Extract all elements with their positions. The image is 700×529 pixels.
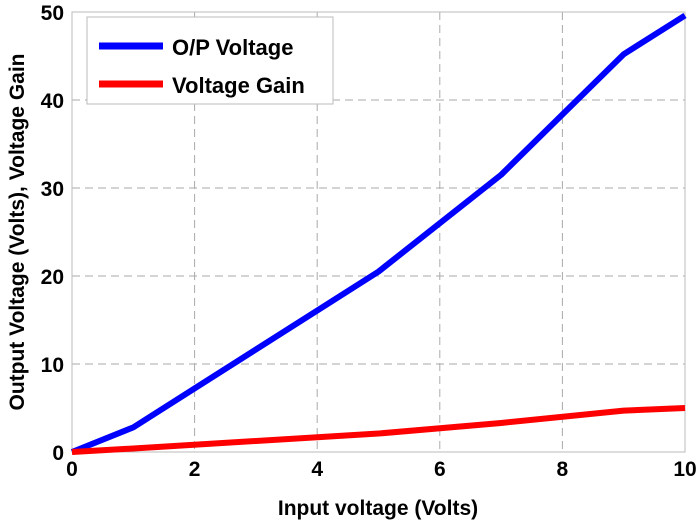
x-tick-label: 6 <box>434 458 446 481</box>
y-tick-label: 40 <box>41 90 64 113</box>
x-tick-label: 0 <box>66 458 78 481</box>
x-tick-label: 4 <box>311 458 323 481</box>
legend: O/P Voltage Voltage Gain <box>86 16 334 105</box>
x-tick-label: 2 <box>189 458 201 481</box>
x-tick-label: 8 <box>557 458 569 481</box>
legend-label-op-voltage: O/P Voltage <box>172 35 293 60</box>
legend-box <box>86 16 334 105</box>
y-axis-label: Output Voltage (Volts), Voltage Gain <box>6 54 29 411</box>
x-tick-label: 10 <box>673 458 696 481</box>
y-tick-label: 30 <box>41 178 64 201</box>
x-axis-label: Input voltage (Volts) <box>278 497 478 520</box>
y-tick-label: 20 <box>41 266 64 289</box>
series-line-voltage-gain <box>71 405 686 455</box>
y-tick-label: 50 <box>41 2 64 25</box>
y-tick-label: 0 <box>52 442 64 465</box>
y-tick-label: 10 <box>41 354 64 377</box>
series-line-op-voltage <box>70 12 687 455</box>
legend-label-voltage-gain: Voltage Gain <box>172 73 305 98</box>
plot-frame <box>71 11 686 453</box>
